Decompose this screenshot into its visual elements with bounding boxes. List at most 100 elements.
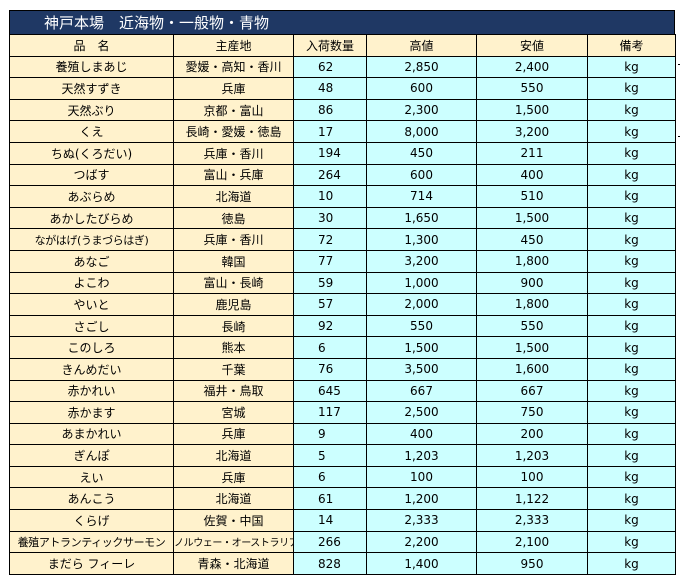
cell-origin: 徳島 — [173, 206, 294, 230]
cell-name: 赤かれい — [9, 379, 174, 403]
cell-note: kg — [587, 422, 676, 446]
table-row: 養殖アトランティックサーモンノルウェー・オーストラリア他2662,2002,10… — [9, 530, 676, 554]
cell-high: 450 — [366, 141, 477, 165]
cell-origin: 熊本 — [173, 336, 294, 359]
cell-quantity: 57 — [293, 293, 367, 316]
header-row: 品 名 主産地 入荷数量 高値 安値 備考 — [9, 34, 676, 57]
cell-origin: 富山・兵庫 — [173, 163, 294, 187]
cell-origin: 青森・北海道 — [173, 552, 294, 575]
cell-quantity: 14 — [293, 509, 367, 532]
cell-name: 天然ぶり — [9, 98, 174, 122]
cell-name: 養殖アトランティックサーモン — [9, 530, 174, 554]
cell-low: 1,800 — [476, 293, 588, 316]
cell-quantity: 62 — [293, 55, 367, 79]
cell-name: 天然すずき — [9, 77, 174, 100]
cell-high: 600 — [366, 163, 477, 187]
cell-low: 510 — [476, 185, 588, 208]
cell-note: kg — [587, 98, 676, 122]
cell-quantity: 194 — [293, 141, 367, 165]
cell-name: あかしたびらめ — [9, 206, 174, 230]
cell-high: 100 — [366, 465, 477, 489]
table-row: 天然ぶり 京都・富山 86 2,300 1,500 kg — [9, 98, 676, 122]
edge-tick-mark — [678, 64, 680, 65]
cell-low: 211 — [476, 141, 588, 165]
cell-low: 1,500 — [476, 336, 588, 359]
table-row: 天然すずき 兵庫 48 600 550 kg — [9, 77, 676, 100]
cell-high: 2,000 — [366, 293, 477, 316]
cell-quantity: 77 — [293, 249, 367, 273]
cell-origin: 兵庫・香川 — [173, 228, 294, 251]
cell-note: kg — [587, 293, 676, 316]
cell-origin: 北海道 — [173, 444, 294, 467]
cell-quantity: 61 — [293, 487, 367, 511]
price-sheet: 神戸本場 近海物・一般物・青物 品 名 主産地 入荷数量 高値 安値 備考 養殖… — [9, 10, 676, 575]
cell-note: kg — [587, 206, 676, 230]
cell-low: 1,600 — [476, 357, 588, 381]
cell-quantity: 92 — [293, 314, 367, 338]
cell-note: kg — [587, 357, 676, 381]
cell-note: kg — [587, 163, 676, 187]
cell-quantity: 10 — [293, 185, 367, 208]
cell-high: 2,850 — [366, 55, 477, 79]
cell-note: kg — [587, 249, 676, 273]
table-row: くえ 長崎・愛媛・徳島 17 8,000 3,200 kg — [9, 120, 676, 143]
cell-name: ちぬ(くろだい) — [9, 141, 174, 165]
cell-origin: 兵庫・香川 — [173, 141, 294, 165]
cell-origin: 愛媛・高知・香川 — [173, 55, 294, 79]
cell-name: ぎんぽ — [9, 444, 174, 467]
header-note: 備考 — [587, 34, 676, 57]
cell-quantity: 30 — [293, 206, 367, 230]
cell-quantity: 59 — [293, 271, 367, 295]
cell-origin: 福井・鳥取 — [173, 379, 294, 403]
cell-low: 550 — [476, 77, 588, 100]
cell-low: 2,100 — [476, 530, 588, 554]
table-row: 赤かれい 福井・鳥取 645 667 667 kg — [9, 379, 676, 403]
cell-name: あぶらめ — [9, 185, 174, 208]
header-origin: 主産地 — [173, 34, 294, 57]
cell-high: 1,500 — [366, 336, 477, 359]
cell-name: くえ — [9, 120, 174, 143]
cell-low: 1,500 — [476, 98, 588, 122]
cell-quantity: 266 — [293, 530, 367, 554]
cell-name: 赤かます — [9, 401, 174, 424]
cell-quantity: 264 — [293, 163, 367, 187]
cell-origin: 兵庫 — [173, 422, 294, 446]
cell-name: ながはげ(うまづらはぎ) — [9, 228, 174, 251]
cell-origin: 宮城 — [173, 401, 294, 424]
cell-name: このしろ — [9, 336, 174, 359]
cell-origin: 京都・富山 — [173, 98, 294, 122]
cell-name: よこわ — [9, 271, 174, 295]
table-row: あまかれい 兵庫 9 400 200 kg — [9, 422, 676, 446]
cell-low: 450 — [476, 228, 588, 251]
cell-name: えい — [9, 465, 174, 489]
cell-note: kg — [587, 120, 676, 143]
cell-high: 550 — [366, 314, 477, 338]
cell-low: 2,400 — [476, 55, 588, 79]
cell-low: 1,122 — [476, 487, 588, 511]
cell-origin: 長崎 — [173, 314, 294, 338]
header-low: 安値 — [476, 34, 588, 57]
header-name: 品 名 — [9, 34, 174, 57]
cell-name: あんこう — [9, 487, 174, 511]
cell-high: 3,500 — [366, 357, 477, 381]
cell-name: くらげ — [9, 509, 174, 532]
table-row: くらげ 佐賀・中国 14 2,333 2,333 kg — [9, 509, 676, 532]
table-row: あかしたびらめ 徳島 30 1,650 1,500 kg — [9, 206, 676, 230]
cell-origin: 兵庫 — [173, 465, 294, 489]
cell-origin: 富山・長崎 — [173, 271, 294, 295]
cell-quantity: 6 — [293, 336, 367, 359]
cell-quantity: 76 — [293, 357, 367, 381]
cell-high: 2,300 — [366, 98, 477, 122]
cell-high: 2,500 — [366, 401, 477, 424]
cell-low: 950 — [476, 552, 588, 575]
cell-low: 200 — [476, 422, 588, 446]
cell-low: 3,200 — [476, 120, 588, 143]
cell-low: 550 — [476, 314, 588, 338]
cell-quantity: 17 — [293, 120, 367, 143]
cell-quantity: 828 — [293, 552, 367, 575]
cell-origin: 長崎・愛媛・徳島 — [173, 120, 294, 143]
cell-high: 1,000 — [366, 271, 477, 295]
table-row: あなご 韓国 77 3,200 1,800 kg — [9, 249, 676, 273]
table-row: きんめだい 千葉 76 3,500 1,600 kg — [9, 357, 676, 381]
cell-high: 1,400 — [366, 552, 477, 575]
